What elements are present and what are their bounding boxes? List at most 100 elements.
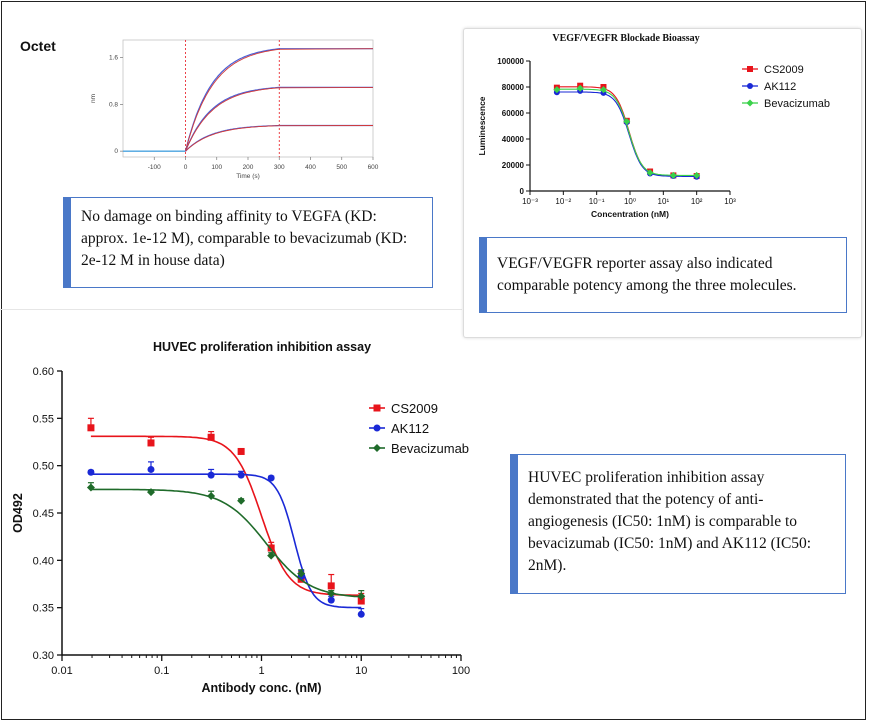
vegf-y-tick-label: 80000: [502, 83, 525, 92]
octet-x-tick-label: 300: [274, 164, 285, 171]
huvec-fit-ak112: [90, 473, 362, 609]
octet-fit-curve-2: [185, 86, 374, 152]
octet-x-axis-label: Time (s): [236, 173, 260, 180]
huvec-point-ak112: [207, 471, 215, 479]
vegf-x-tick-label: 10¹: [658, 197, 670, 206]
huvec-x-tick-label: 0.1: [154, 665, 169, 677]
octet-x-tick-label: -100: [148, 164, 161, 171]
huvec-title: HUVEC proliferation inhibition assay: [153, 340, 371, 354]
vegf-note: VEGF/VEGFR reporter assay also indicated…: [479, 237, 847, 313]
huvec-y-tick-label: 0.45: [33, 508, 54, 520]
vegf-y-tick-label: 40000: [502, 135, 525, 144]
huvec-point-bevacizumab: [267, 551, 276, 560]
octet-sensorgram-curve-1: [184, 48, 373, 152]
huvec-fit-bevacizumab: [90, 488, 362, 598]
huvec-x-tick-label: 100: [452, 665, 470, 677]
huvec-point-bevacizumab: [86, 483, 95, 492]
huvec-point-ak112: [87, 468, 95, 476]
vegf-y-tick-label: 100000: [497, 57, 524, 66]
vegf-x-tick-label: 10²: [691, 197, 703, 206]
huvec-y-tick-label: 0.35: [33, 603, 54, 615]
octet-x-tick-label: 400: [305, 164, 316, 171]
octet-label: Octet: [20, 38, 56, 54]
huvec-y-tick-label: 0.40: [33, 555, 54, 567]
vegf-y-tick-label: 60000: [502, 109, 525, 118]
huvec-point-ak112: [357, 610, 365, 618]
vegf-point-bevacizumab: [646, 169, 654, 177]
huvec-y-axis-label: OD492: [11, 493, 25, 533]
huvec-point-bevacizumab: [146, 488, 155, 497]
vegf-x-tick-label: 10⁻²: [555, 197, 571, 206]
huvec-point-cs2009: [147, 439, 155, 447]
huvec-point-bevacizumab: [327, 589, 336, 598]
octet-fit-curve-3: [185, 125, 374, 152]
octet-y-tick-label: 0.8: [109, 101, 118, 108]
octet-sensorgram-curve-2: [184, 86, 373, 152]
huvec-legend-marker-bevacizumab: [373, 444, 381, 452]
vegf-legend-label-cs2009: CS2009: [764, 64, 804, 76]
huvec-y-tick-label: 0.55: [33, 413, 54, 425]
vegf-legend-label-ak112: AK112: [764, 81, 796, 93]
huvec-point-bevacizumab: [297, 569, 306, 578]
huvec-point-cs2009: [267, 544, 275, 552]
huvec-point-ak112: [147, 465, 155, 473]
octet-x-tick-label: 100: [211, 164, 222, 171]
octet-y-tick-label: 0: [114, 148, 118, 155]
vegf-x-tick-label: 10⁰: [624, 197, 636, 206]
vegf-y-tick-label: 20000: [502, 161, 525, 170]
vegf-point-bevacizumab: [576, 84, 584, 92]
vegf-legend-label-bevacizumab: Bevacizumab: [764, 98, 830, 110]
vegf-x-axis-label: Concentration (nM): [591, 209, 669, 219]
huvec-point-bevacizumab: [357, 592, 366, 601]
octet-x-tick-label: 0: [184, 164, 188, 171]
huvec-x-tick-label: 0.01: [51, 665, 72, 677]
octet-x-tick-label: 200: [243, 164, 254, 171]
octet-y-tick-label: 1.6: [109, 55, 118, 62]
vegf-title: VEGF/VEGFR Blockade Bioassay: [552, 33, 699, 44]
vegf-point-bevacizumab: [553, 86, 561, 94]
vegf-x-tick-label: 10³: [724, 197, 736, 206]
huvec-x-axis-label: Antibody conc. (nM): [201, 681, 321, 695]
octet-x-tick-label: 600: [368, 164, 379, 171]
vegf-y-axis-label: Luminescence: [477, 96, 487, 155]
huvec-point-bevacizumab: [237, 496, 246, 505]
octet-x-tick-label: 500: [336, 164, 347, 171]
huvec-point-cs2009: [207, 433, 215, 441]
vegf-y-tick-label: 0: [520, 187, 525, 196]
vegf-point-bevacizumab: [669, 171, 677, 179]
panel-divider: [0, 309, 462, 310]
octet-note: No damage on binding affinity to VEGFA (…: [63, 197, 433, 288]
octet-y-axis-label: nm: [90, 94, 97, 103]
huvec-point-ak112: [267, 474, 275, 482]
huvec-point-bevacizumab: [207, 491, 216, 500]
huvec-point-cs2009: [327, 582, 335, 590]
huvec-point-ak112: [327, 596, 335, 604]
huvec-point-cs2009: [357, 597, 365, 605]
huvec-legend-marker-cs2009: [373, 404, 381, 412]
vegf-point-bevacizumab: [599, 86, 607, 94]
huvec-y-tick-label: 0.60: [33, 366, 54, 378]
huvec-point-cs2009: [87, 424, 95, 432]
huvec-legend-marker-ak112: [373, 424, 381, 432]
huvec-point-cs2009: [237, 447, 245, 455]
huvec-y-tick-label: 0.50: [33, 461, 54, 473]
vegf-point-bevacizumab: [623, 117, 631, 125]
vegf-legend-marker-bevacizumab: [746, 99, 754, 107]
huvec-x-tick-label: 10: [355, 665, 367, 677]
huvec-point-ak112: [237, 471, 245, 479]
huvec-legend-label-cs2009: CS2009: [391, 401, 438, 416]
huvec-fit-cs2009: [90, 435, 362, 597]
huvec-y-tick-label: 0.30: [33, 650, 54, 662]
huvec-note: HUVEC proliferation inhibition assay dem…: [510, 454, 846, 594]
vegf-legend-marker-ak112: [747, 83, 753, 89]
octet-fit-curve-1: [185, 48, 374, 152]
vegf-legend-marker-cs2009: [747, 66, 753, 72]
huvec-legend-label-ak112: AK112: [391, 421, 429, 436]
huvec-legend-label-bevacizumab: Bevacizumab: [391, 441, 469, 456]
vegf-point-bevacizumab: [693, 171, 701, 179]
vegf-x-tick-label: 10⁻¹: [589, 197, 605, 206]
